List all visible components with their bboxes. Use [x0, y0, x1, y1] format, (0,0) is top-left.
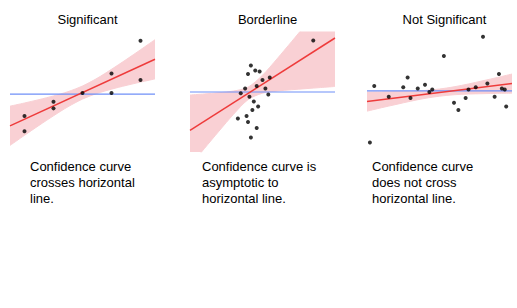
svg-text:Not Significant: Not Significant — [403, 12, 487, 27]
svg-text:horizontal line.: horizontal line. — [372, 191, 456, 206]
svg-text:Significant: Significant — [58, 12, 118, 27]
svg-text:horizontal line.: horizontal line. — [202, 191, 286, 206]
svg-text:Confidence curve: Confidence curve — [30, 159, 131, 174]
svg-text:line.: line. — [30, 191, 54, 206]
svg-text:Confidence curve is: Confidence curve is — [202, 159, 317, 174]
svg-text:crosses horizontal: crosses horizontal — [30, 175, 135, 190]
svg-text:asymptotic to: asymptotic to — [202, 175, 279, 190]
svg-text:Confidence curve: Confidence curve — [372, 159, 473, 174]
svg-text:Borderline: Borderline — [238, 12, 297, 27]
svg-text:does not cross: does not cross — [372, 175, 457, 190]
